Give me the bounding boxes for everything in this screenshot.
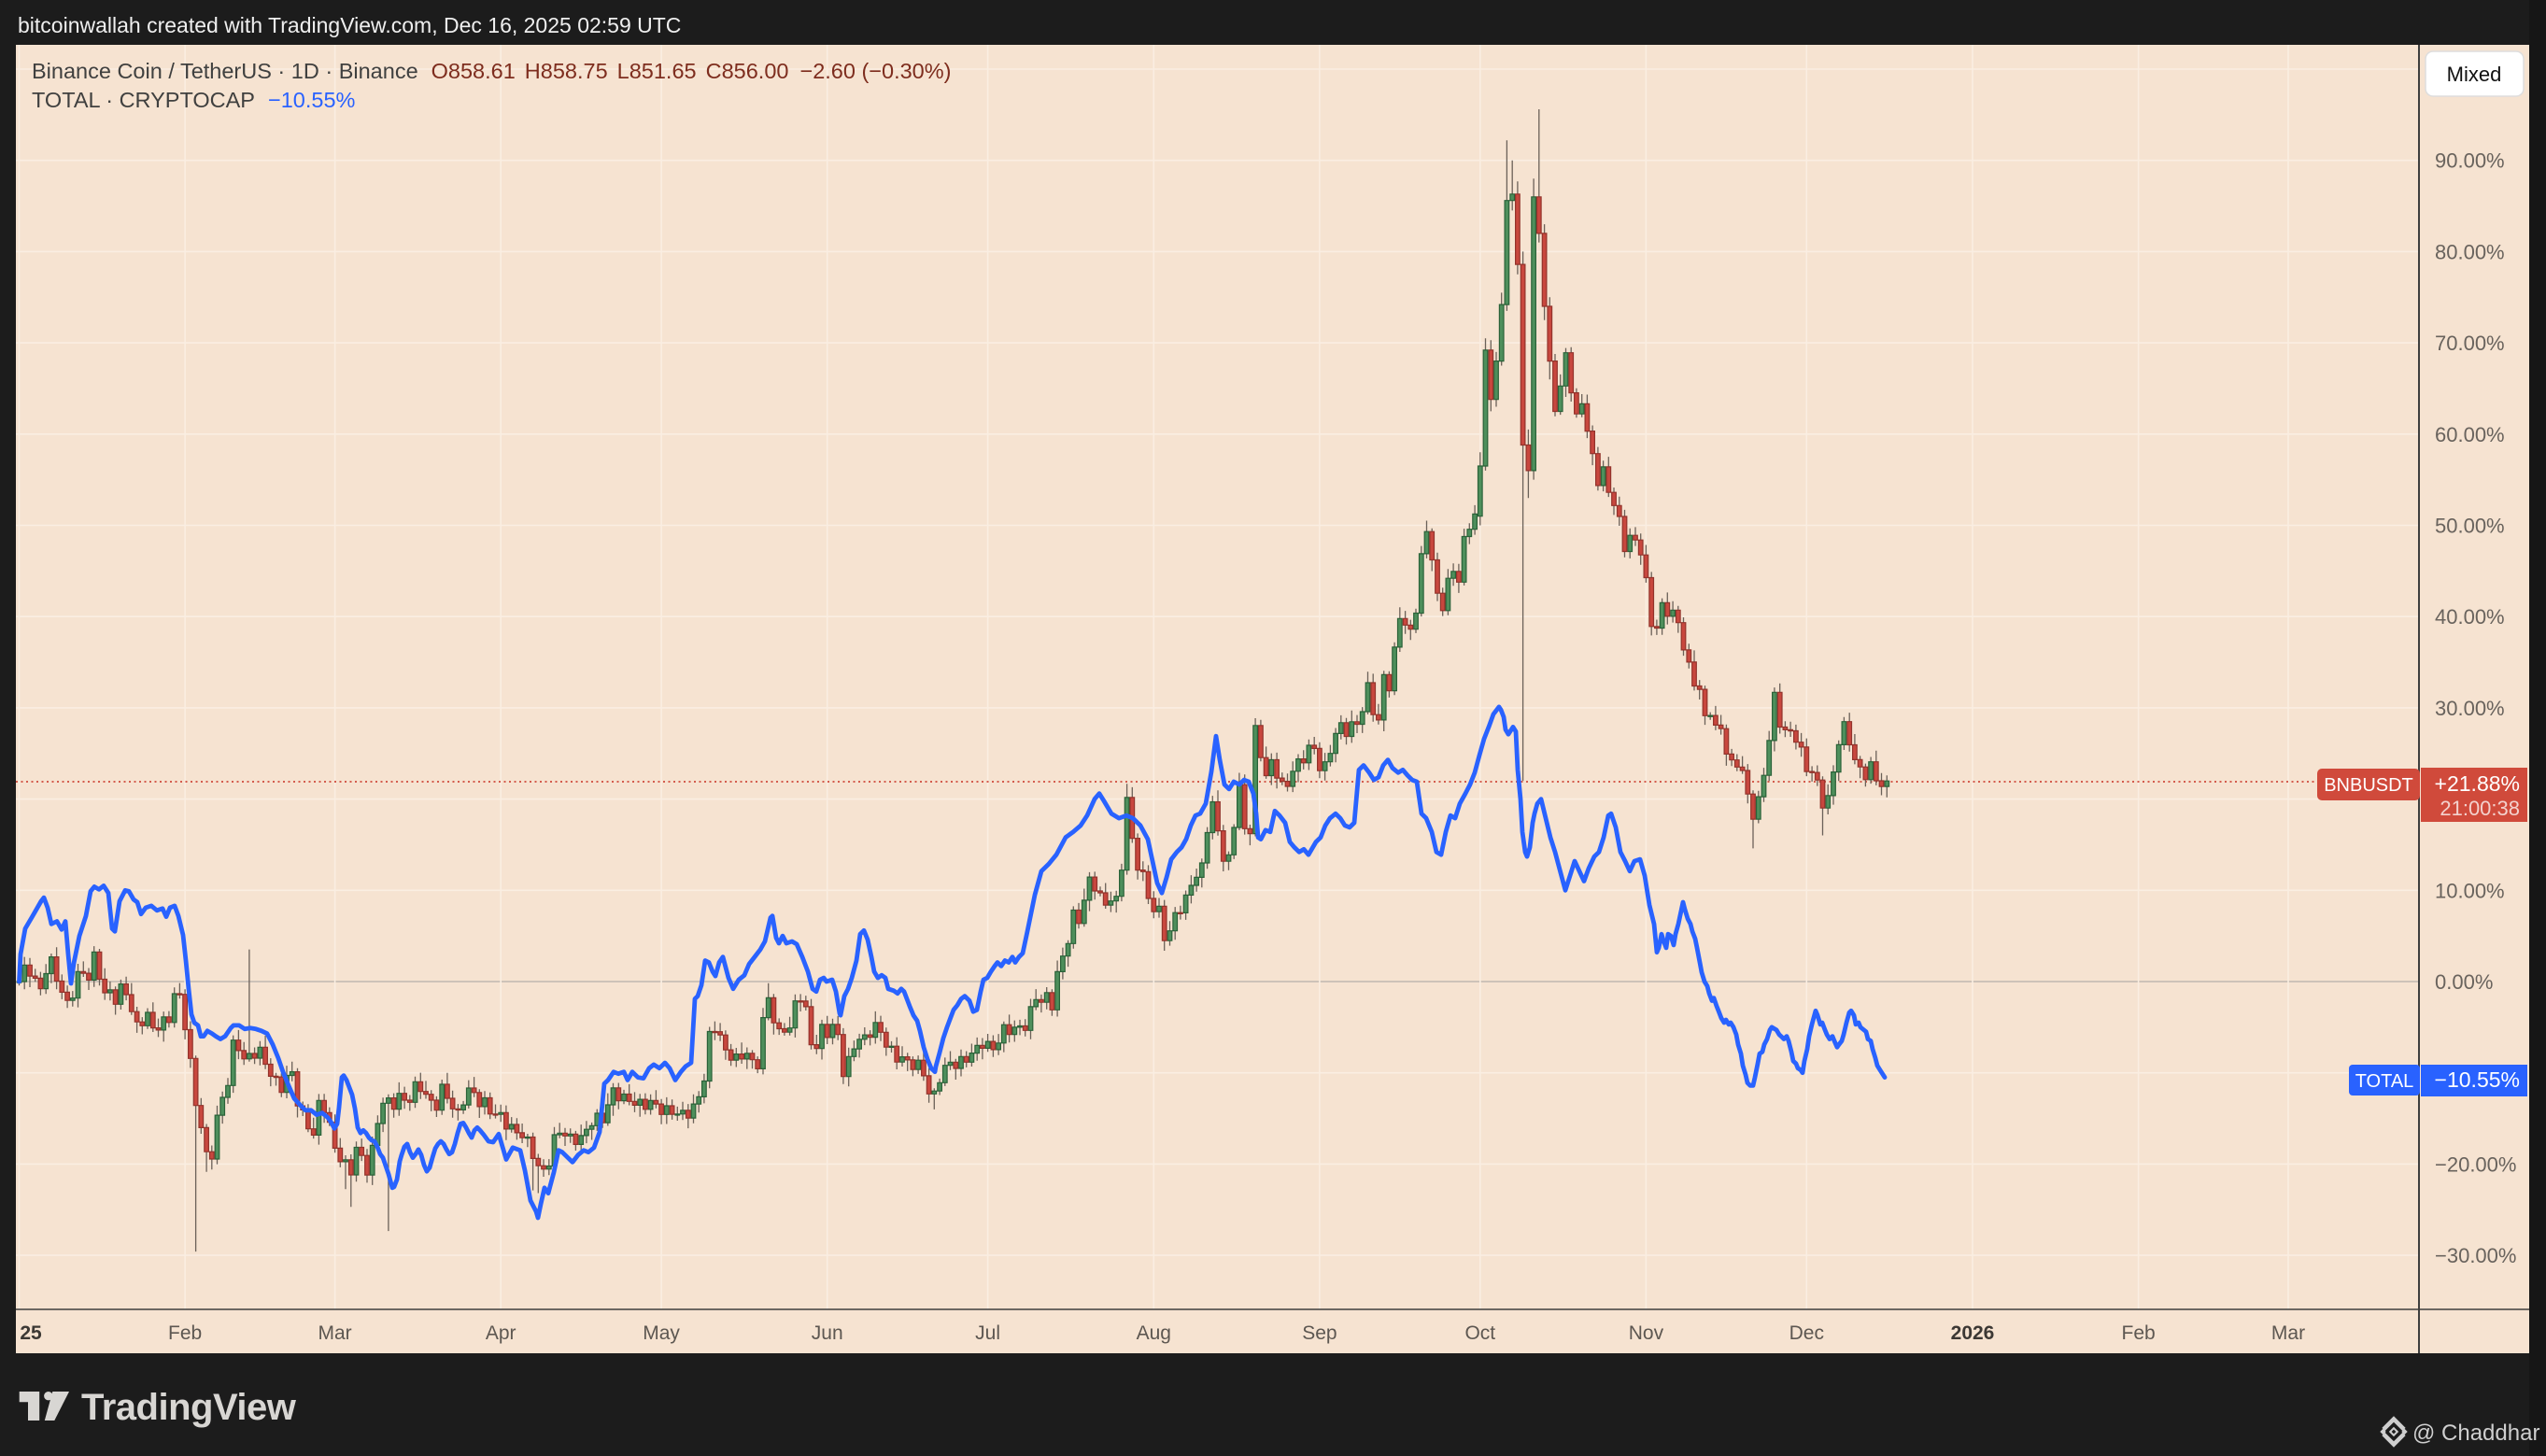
svg-text:90.00%: 90.00% (2435, 149, 2505, 173)
svg-text:Jun: Jun (812, 1322, 843, 1344)
svg-text:bitcoinwallah created with Tra: bitcoinwallah created with TradingView.c… (18, 13, 681, 37)
svg-text:−30.00%: −30.00% (2435, 1244, 2516, 1267)
svg-text:May: May (643, 1322, 680, 1344)
svg-text:30.00%: 30.00% (2435, 697, 2505, 720)
svg-text:Feb: Feb (2122, 1322, 2156, 1344)
svg-text:Mar: Mar (318, 1322, 352, 1344)
svg-text:Binance Coin / TetherUS · 1D ·: Binance Coin / TetherUS · 1D · Binance O8… (32, 59, 951, 83)
svg-text:TOTAL: TOTAL (2355, 1071, 2414, 1092)
svg-text:BNBUSDT: BNBUSDT (2324, 775, 2413, 796)
svg-text:Mar: Mar (2271, 1322, 2305, 1344)
svg-text:60.00%: 60.00% (2435, 423, 2505, 446)
svg-text:21:00:38: 21:00:38 (2440, 797, 2520, 820)
svg-text:Mixed: Mixed (2447, 63, 2502, 86)
svg-text:@ Chaddhar: @ Chaddhar (2412, 1421, 2539, 1446)
svg-text:Dec: Dec (1789, 1322, 1824, 1344)
svg-text:TOTAL · CRYPTOCAP−10.55%: TOTAL · CRYPTOCAP −10.55% (32, 88, 356, 112)
svg-text:Apr: Apr (486, 1322, 516, 1344)
svg-text:70.00%: 70.00% (2435, 332, 2505, 355)
svg-text:Oct: Oct (1464, 1322, 1495, 1344)
svg-text:+21.88%: +21.88% (2435, 771, 2520, 796)
svg-text:Aug: Aug (1137, 1322, 1171, 1344)
svg-text:25: 25 (20, 1322, 42, 1344)
svg-text:50.00%: 50.00% (2435, 515, 2505, 538)
svg-text:2026: 2026 (1951, 1322, 1995, 1344)
svg-text:80.00%: 80.00% (2435, 240, 2505, 263)
svg-text:Feb: Feb (168, 1322, 202, 1344)
svg-text:Nov: Nov (1629, 1322, 1664, 1344)
svg-text:Sep: Sep (1302, 1322, 1337, 1344)
svg-text:TradingView: TradingView (81, 1387, 297, 1428)
svg-text:−20.00%: −20.00% (2435, 1152, 2516, 1176)
svg-text:Jul: Jul (975, 1322, 1000, 1344)
svg-text:10.00%: 10.00% (2435, 879, 2505, 902)
svg-text:−10.55%: −10.55% (2435, 1067, 2520, 1092)
svg-text:0.00%: 0.00% (2435, 970, 2493, 994)
svg-text:40.00%: 40.00% (2435, 605, 2505, 629)
